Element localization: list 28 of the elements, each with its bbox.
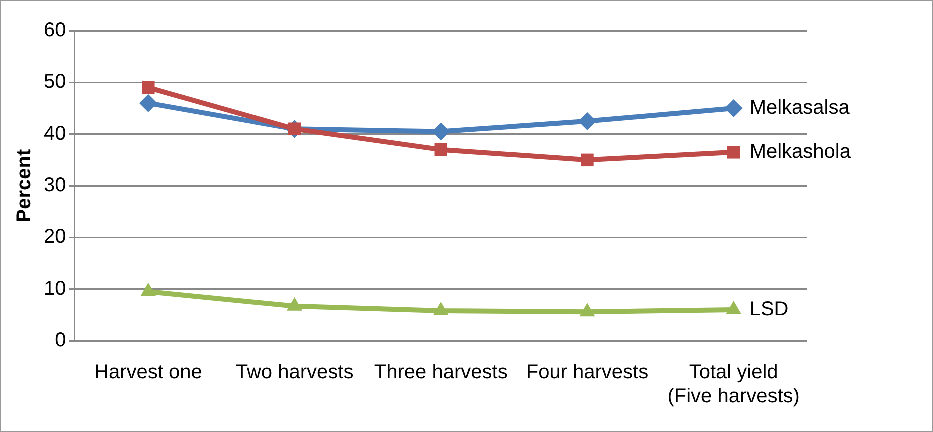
x-tick-label: Three harvests xyxy=(374,362,508,384)
point xyxy=(726,301,742,314)
x-tick-label: Four harvests xyxy=(526,362,649,384)
y-axis-title: Percent xyxy=(14,148,36,223)
y-tick-label: 40 xyxy=(44,122,66,145)
y-tick-label: 0 xyxy=(55,330,66,352)
point xyxy=(142,81,155,94)
y-tick-label: 50 xyxy=(44,71,66,94)
point xyxy=(724,100,743,118)
point xyxy=(434,143,448,156)
series-label: Melkashola xyxy=(750,140,852,163)
point xyxy=(727,146,740,159)
y-tick-label: 10 xyxy=(44,278,66,300)
y-tick-label: 30 xyxy=(44,174,66,197)
y-tick-label: 20 xyxy=(44,226,66,248)
y-tick-label: 60 xyxy=(44,20,66,42)
x-tick-label: Harvest one xyxy=(94,362,202,384)
point xyxy=(286,297,303,311)
point xyxy=(433,302,449,316)
x-tick-label: Two harvests xyxy=(236,362,354,384)
point xyxy=(139,94,158,112)
point xyxy=(580,303,596,317)
point xyxy=(140,282,156,296)
point xyxy=(581,154,594,167)
x-tick-label: Total yield (Five harvests) xyxy=(668,362,800,408)
series-label: Melkasalsa xyxy=(750,97,851,120)
series-label: LSD xyxy=(750,298,789,321)
point xyxy=(578,112,596,130)
